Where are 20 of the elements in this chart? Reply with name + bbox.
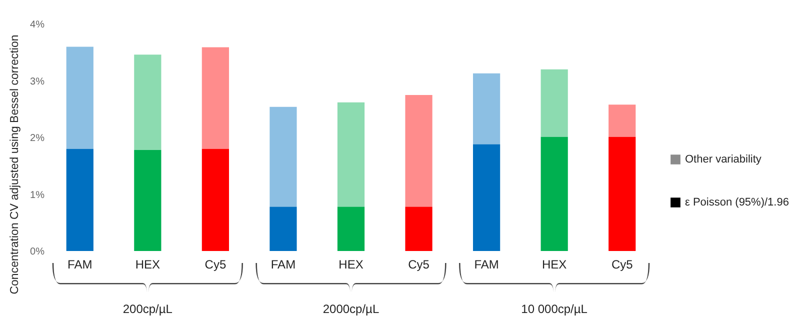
y-tick-label: 2% — [30, 133, 45, 144]
y-tick-label: 4% — [30, 20, 45, 30]
text: 200cp/µL — [122, 302, 173, 316]
text: Other variability — [685, 154, 762, 166]
x-tick-label: Cy5 — [611, 258, 634, 272]
x-tick-label: Cy5 — [204, 258, 226, 272]
x-tick-label: FAM — [474, 258, 499, 272]
text: 10 000cp/µL — [521, 302, 588, 316]
text: 2000cp/µL — [322, 302, 380, 316]
x-tick-label: FAM — [270, 258, 296, 272]
x-tick-label: FAM — [68, 258, 92, 272]
x-tick-label: HEX — [135, 258, 160, 272]
x-tick-label: Cy5 — [408, 258, 430, 272]
text: ε Poisson (95%)/1.96 — [685, 196, 789, 208]
x-tick-label: HEX — [542, 258, 567, 272]
x-tick-label: HEX — [338, 258, 364, 272]
y-axis-title: Concentration CV adjusted using Bessel correction — [9, 34, 22, 294]
y-tick-label: 3% — [30, 76, 45, 88]
y-tick-label: 1% — [30, 190, 45, 201]
y-tick-label: 0% — [30, 246, 45, 258]
